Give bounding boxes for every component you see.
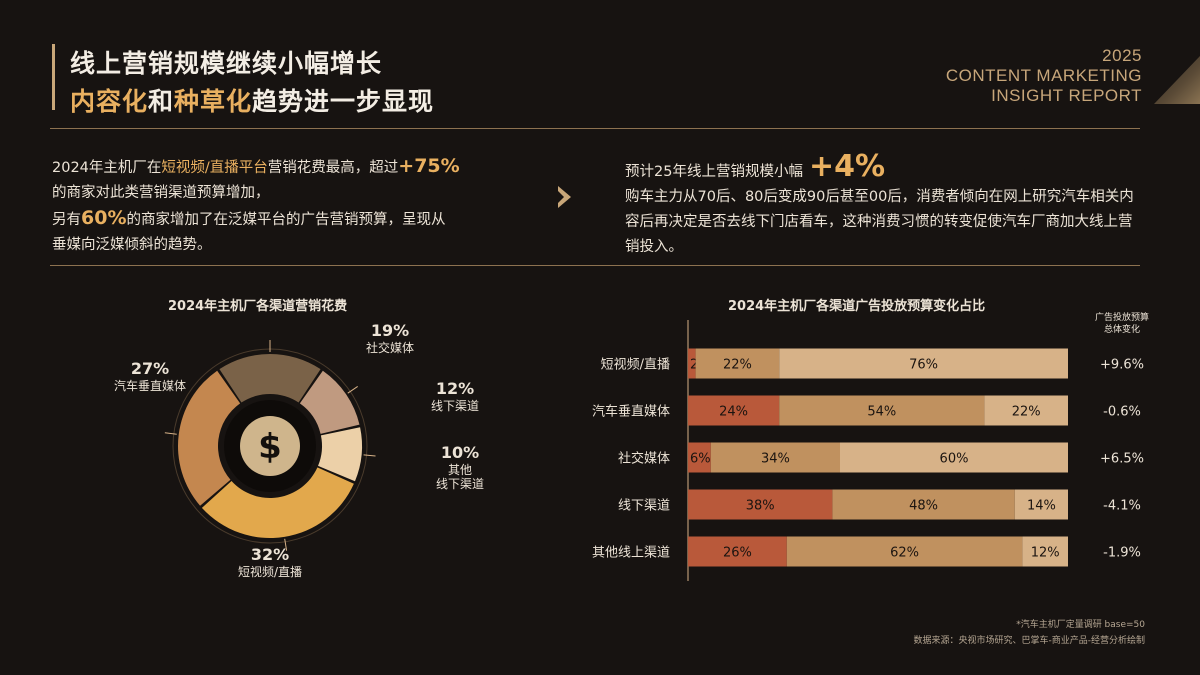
overall-change-value: -0.6% [1103, 405, 1141, 420]
donut-slice-value: 19% [371, 321, 409, 340]
divider-middle [50, 265, 1140, 266]
bar-value-label: 22% [1012, 405, 1041, 420]
corner-decoration [1154, 56, 1200, 104]
summary-left-text: 另有 [52, 212, 81, 228]
stacked-bar-chart: 广告投放预算总体变化短视频/直播2%22%76%+9.6%汽车垂直媒体24%54… [592, 311, 1149, 581]
bar-category-label: 其他线上渠道 [592, 546, 670, 561]
bar-category-label: 汽车垂直媒体 [592, 404, 670, 420]
overall-change-value: +6.5% [1100, 452, 1144, 467]
report-year: 2025 [1102, 46, 1142, 65]
donut-leader-line [164, 432, 177, 435]
bar-category-label: 短视频/直播 [601, 358, 670, 373]
donut-leader-line [347, 386, 358, 394]
donut-slice-label: 其他 [448, 463, 472, 477]
donut-slice-label: 社交媒体 [366, 340, 414, 355]
bar-segment [832, 489, 1015, 520]
summary-right-stat: +4% [808, 149, 886, 184]
bar-segment [1022, 536, 1068, 567]
donut-slice [299, 370, 360, 434]
donut-leader-line [284, 538, 288, 551]
dollar-coin [240, 416, 300, 476]
donut-slice-value: 12% [436, 379, 474, 398]
summary-left-text: 2024年主机厂在 [52, 160, 162, 176]
bar-segment [688, 489, 833, 520]
divider-top [50, 128, 1140, 129]
bar-segment [984, 395, 1068, 426]
overall-change-value: -1.9% [1103, 546, 1141, 561]
donut-chart-title: 2024年主机厂各渠道营销花费 [168, 299, 348, 314]
bar-segment [1014, 489, 1068, 520]
summary-left-accent: 短视频/直播平台 [161, 160, 268, 176]
bar-value-label: 26% [723, 546, 752, 561]
summary-left-text: 营销花费最高，超过 [267, 160, 399, 176]
summary-right-body: 购车主力从70后、80后变成90后甚至00后，消费者倾向在网上研究汽车相关内容后… [625, 189, 1134, 255]
bar-value-label: 60% [940, 452, 969, 467]
report-line2: INSIGHT REPORT [991, 86, 1142, 105]
summary-left-stat: +75% [398, 155, 460, 177]
bar-segment [786, 536, 1023, 567]
summary-left-stat: 60% [81, 207, 127, 229]
donut-slice-label: 线下渠道 [436, 477, 484, 491]
bar-value-label: 6% [690, 452, 711, 467]
donut-leader-line [363, 454, 376, 457]
bar-segment [688, 395, 780, 426]
donut-chart: 19%社交媒体12%线下渠道10%其他线下渠道32%短视频/直播27%汽车垂直媒… [114, 321, 484, 579]
donut-slice [318, 427, 362, 482]
bar-chart-title: 2024年主机厂各渠道广告投放预算变化占比 [728, 299, 986, 314]
bar-segment [688, 348, 696, 379]
bar-segment [779, 395, 985, 426]
donut-slice [219, 354, 321, 403]
donut-slice-value: 32% [251, 545, 289, 564]
bar-segment [710, 442, 840, 473]
bar-segment [688, 536, 787, 567]
summary-left: 2024年主机厂在短视频/直播平台营销花费最高，超过+75% 的商家对此类营销渠… [52, 154, 522, 258]
footnote: *汽车主机厂定量调研 base=50 [1016, 620, 1145, 630]
donut-slice [177, 370, 241, 506]
summary-left-text: 垂媒向泛媒倾斜的趋势。 [52, 237, 212, 253]
bar-value-label: 24% [719, 405, 748, 420]
bar-value-label: 38% [746, 499, 775, 514]
bar-category-label: 社交媒体 [618, 451, 670, 467]
bar-value-label: 54% [867, 405, 896, 420]
donut-slice [201, 467, 354, 538]
summary-right: 预计25年线上营销规模小幅 +4% 购车主力从70后、80后变成90后甚至00后，… [625, 152, 1145, 260]
bar-value-label: 22% [723, 358, 752, 373]
summary-right-lead: 预计25年线上营销规模小幅 [625, 164, 803, 180]
donut-slice-label: 线下渠道 [431, 399, 479, 413]
overall-change-value: +9.6% [1100, 358, 1144, 373]
donut-slice-label: 汽车垂直媒体 [114, 378, 186, 393]
bar-value-label: 34% [761, 452, 790, 467]
bar-value-label: 12% [1031, 546, 1060, 561]
page-title-line2: 内容化和种草化趋势进一步显现 [70, 82, 434, 118]
bar-value-label: 76% [909, 358, 938, 373]
report-label: 2025 CONTENT MARKETING INSIGHT REPORT [946, 46, 1142, 106]
bar-value-label: 14% [1027, 499, 1056, 514]
summary-left-text: 的商家对此类营销渠道预算增加， [52, 185, 270, 201]
bar-segment [695, 348, 780, 379]
donut-slice-value: 10% [441, 443, 479, 462]
overall-change-value: -4.1% [1103, 499, 1141, 514]
donut-slice-label: 短视频/直播 [238, 564, 302, 579]
dollar-icon: $ [258, 427, 282, 467]
title-gold-1: 内容化 [70, 87, 149, 116]
change-header: 广告投放预算 [1095, 311, 1149, 323]
bar-segment [840, 442, 1068, 473]
summary-left-text: 的商家增加了在泛媒平台的广告营销预算，呈现从 [126, 212, 446, 228]
bar-value-label: 62% [890, 546, 919, 561]
bar-category-label: 线下渠道 [618, 499, 670, 514]
bar-value-label: 48% [909, 499, 938, 514]
report-line1: CONTENT MARKETING [945, 66, 1142, 85]
donut-slice-value: 27% [131, 359, 169, 378]
chevron-right-icon [558, 186, 571, 208]
title-rest: 趋势进一步显现 [252, 87, 435, 116]
bar-segment [688, 442, 711, 473]
page-title-line1: 线上营销规模继续小幅增长 [70, 49, 383, 78]
bar-segment [779, 348, 1068, 379]
change-header: 总体变化 [1104, 323, 1140, 335]
title-mid: 和 [148, 87, 175, 116]
title-gold-2: 种草化 [174, 87, 253, 116]
title-accent-bar [52, 44, 55, 110]
data-source: 数据来源：央视市场研究、巴掌车-商业产品-经营分析绘制 [913, 636, 1146, 646]
